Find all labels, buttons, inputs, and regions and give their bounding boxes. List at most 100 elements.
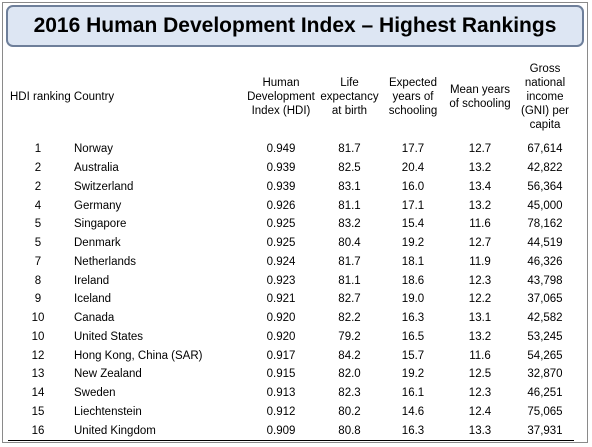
table-header-row: HDI ranking Country Human Development In… bbox=[8, 54, 574, 140]
expected-schooling-cell: 16.0 bbox=[401, 180, 425, 193]
mean-schooling-cell: 12.3 bbox=[468, 387, 492, 400]
table-row: 4 Germany 0.926 81.1 17.1 13.2 45,000 bbox=[8, 196, 574, 215]
rank-cell: 14 bbox=[31, 387, 45, 400]
slide-frame bbox=[2, 2, 588, 443]
country-cell: Ireland bbox=[74, 274, 110, 287]
hdi-cell: 0.921 bbox=[266, 293, 296, 306]
expected-schooling-cell: 17.1 bbox=[401, 199, 425, 212]
mean-schooling-cell: 13.4 bbox=[468, 180, 492, 193]
gni-cell: 44,519 bbox=[527, 237, 563, 250]
mean-schooling-cell: 12.7 bbox=[468, 143, 492, 156]
country-cell: Iceland bbox=[74, 293, 112, 306]
life-expectancy-cell: 79.2 bbox=[338, 330, 361, 343]
rank-cell: 8 bbox=[34, 274, 42, 287]
life-expectancy-cell: 80.2 bbox=[338, 405, 361, 418]
expected-schooling-cell: 16.3 bbox=[382, 421, 444, 442]
gni-cell: 45,000 bbox=[527, 199, 563, 212]
rank-cell: 12 bbox=[31, 349, 45, 362]
expected-schooling-cell: 16.1 bbox=[401, 387, 425, 400]
gni-cell: 42,582 bbox=[527, 312, 563, 325]
mean-schooling-cell: 11.9 bbox=[469, 255, 491, 268]
gni-cell: 37,931 bbox=[516, 421, 574, 442]
expected-schooling-cell: 19.2 bbox=[401, 368, 425, 381]
mean-schooling-cell: 11.6 bbox=[469, 349, 491, 362]
header-gni: Gross national income (GNI) per capita bbox=[521, 63, 569, 131]
gni-cell: 54,265 bbox=[527, 349, 563, 362]
hdi-cell: 0.926 bbox=[266, 199, 296, 212]
country-cell: Liechtenstein bbox=[74, 405, 142, 418]
gni-cell: 32,870 bbox=[527, 368, 563, 381]
rank-cell: 13 bbox=[31, 368, 45, 381]
expected-schooling-cell: 20.4 bbox=[401, 162, 425, 175]
mean-schooling-cell: 13.3 bbox=[444, 421, 516, 442]
rank-cell: 9 bbox=[34, 293, 42, 306]
expected-schooling-cell: 18.1 bbox=[401, 255, 425, 268]
life-expectancy-cell: 82.5 bbox=[338, 162, 361, 175]
hdi-cell: 0.925 bbox=[266, 237, 296, 250]
hdi-cell: 0.925 bbox=[266, 218, 296, 231]
country-cell: Switzerland bbox=[74, 180, 134, 193]
header-mean-schooling: Mean years of schooling bbox=[449, 84, 511, 110]
gni-cell: 46,251 bbox=[527, 387, 563, 400]
rank-cell: 15 bbox=[31, 405, 45, 418]
rank-cell: 5 bbox=[34, 237, 42, 250]
life-expectancy-cell: 83.2 bbox=[338, 218, 361, 231]
hdi-cell: 0.920 bbox=[266, 312, 296, 325]
rank-cell: 10 bbox=[31, 312, 45, 325]
expected-schooling-cell: 19.2 bbox=[401, 237, 425, 250]
expected-schooling-cell: 19.0 bbox=[401, 293, 425, 306]
gni-cell: 53,245 bbox=[527, 330, 563, 343]
table-row: 2 Australia 0.939 82.5 20.4 13.2 42,822 bbox=[8, 159, 574, 178]
gni-cell: 78,162 bbox=[527, 218, 563, 231]
table-row: 5 Denmark 0.925 80.4 19.2 12.7 44,519 bbox=[8, 234, 574, 253]
hdi-cell: 0.909 bbox=[245, 421, 317, 442]
table-row: 14 Sweden 0.913 82.3 16.1 12.3 46,251 bbox=[8, 384, 574, 403]
rank-cell: 5 bbox=[34, 218, 42, 231]
country-cell: Singapore bbox=[74, 218, 127, 231]
life-expectancy-cell: 83.1 bbox=[338, 180, 361, 193]
hdi-table: HDI ranking Country Human Development In… bbox=[8, 54, 574, 442]
country-cell: Denmark bbox=[74, 237, 121, 250]
mean-schooling-cell: 13.2 bbox=[468, 199, 492, 212]
hdi-cell: 0.915 bbox=[266, 368, 296, 381]
life-expectancy-cell: 82.2 bbox=[338, 312, 361, 325]
life-expectancy-cell: 80.8 bbox=[317, 421, 382, 442]
table-row: 15 Liechtenstein 0.912 80.2 14.6 12.4 75,065 bbox=[8, 403, 574, 422]
life-expectancy-cell: 84.2 bbox=[338, 349, 361, 362]
life-expectancy-cell: 81.1 bbox=[338, 199, 361, 212]
mean-schooling-cell: 11.6 bbox=[469, 218, 491, 231]
mean-schooling-cell: 12.4 bbox=[468, 405, 492, 418]
country-cell: Australia bbox=[74, 162, 119, 175]
hdi-cell: 0.924 bbox=[266, 255, 296, 268]
expected-schooling-cell: 16.5 bbox=[401, 330, 425, 343]
table-body: 1 Norway 0.949 81.7 17.7 12.7 67,614 2 Australia… bbox=[8, 140, 574, 442]
gni-cell: 56,364 bbox=[527, 180, 563, 193]
mean-schooling-cell: 13.2 bbox=[468, 330, 492, 343]
rank-cell: 2 bbox=[34, 162, 42, 175]
life-expectancy-cell: 81.1 bbox=[338, 274, 361, 287]
rank-cell: 1 bbox=[34, 143, 42, 156]
gni-cell: 42,822 bbox=[527, 162, 563, 175]
country-cell: Germany bbox=[74, 199, 122, 212]
life-expectancy-cell: 81.7 bbox=[338, 143, 361, 156]
rank-cell: 7 bbox=[34, 255, 42, 268]
country-cell: Norway bbox=[74, 143, 113, 156]
rank-cell: 2 bbox=[34, 180, 42, 193]
country-cell: Sweden bbox=[74, 387, 116, 400]
expected-schooling-cell: 17.7 bbox=[401, 143, 425, 156]
country-cell: Netherlands bbox=[74, 255, 137, 268]
table-row: 12 Hong Kong, China (SAR) 0.917 84.2 15.7 11.… bbox=[8, 346, 574, 365]
hdi-cell: 0.913 bbox=[266, 387, 296, 400]
header-expected-schooling: Expected years of schooling bbox=[388, 77, 438, 117]
expected-schooling-cell: 16.3 bbox=[401, 312, 425, 325]
gni-cell: 46,326 bbox=[527, 255, 563, 268]
gni-cell: 75,065 bbox=[527, 405, 563, 418]
life-expectancy-cell: 81.7 bbox=[338, 255, 361, 268]
rank-cell: 4 bbox=[34, 199, 42, 212]
gni-cell: 37,065 bbox=[527, 293, 563, 306]
mean-schooling-cell: 12.7 bbox=[468, 237, 492, 250]
rank-cell: 10 bbox=[31, 330, 45, 343]
life-expectancy-cell: 80.4 bbox=[338, 237, 361, 250]
expected-schooling-cell: 15.7 bbox=[401, 349, 425, 362]
country-cell: Hong Kong, China (SAR) bbox=[74, 349, 203, 362]
